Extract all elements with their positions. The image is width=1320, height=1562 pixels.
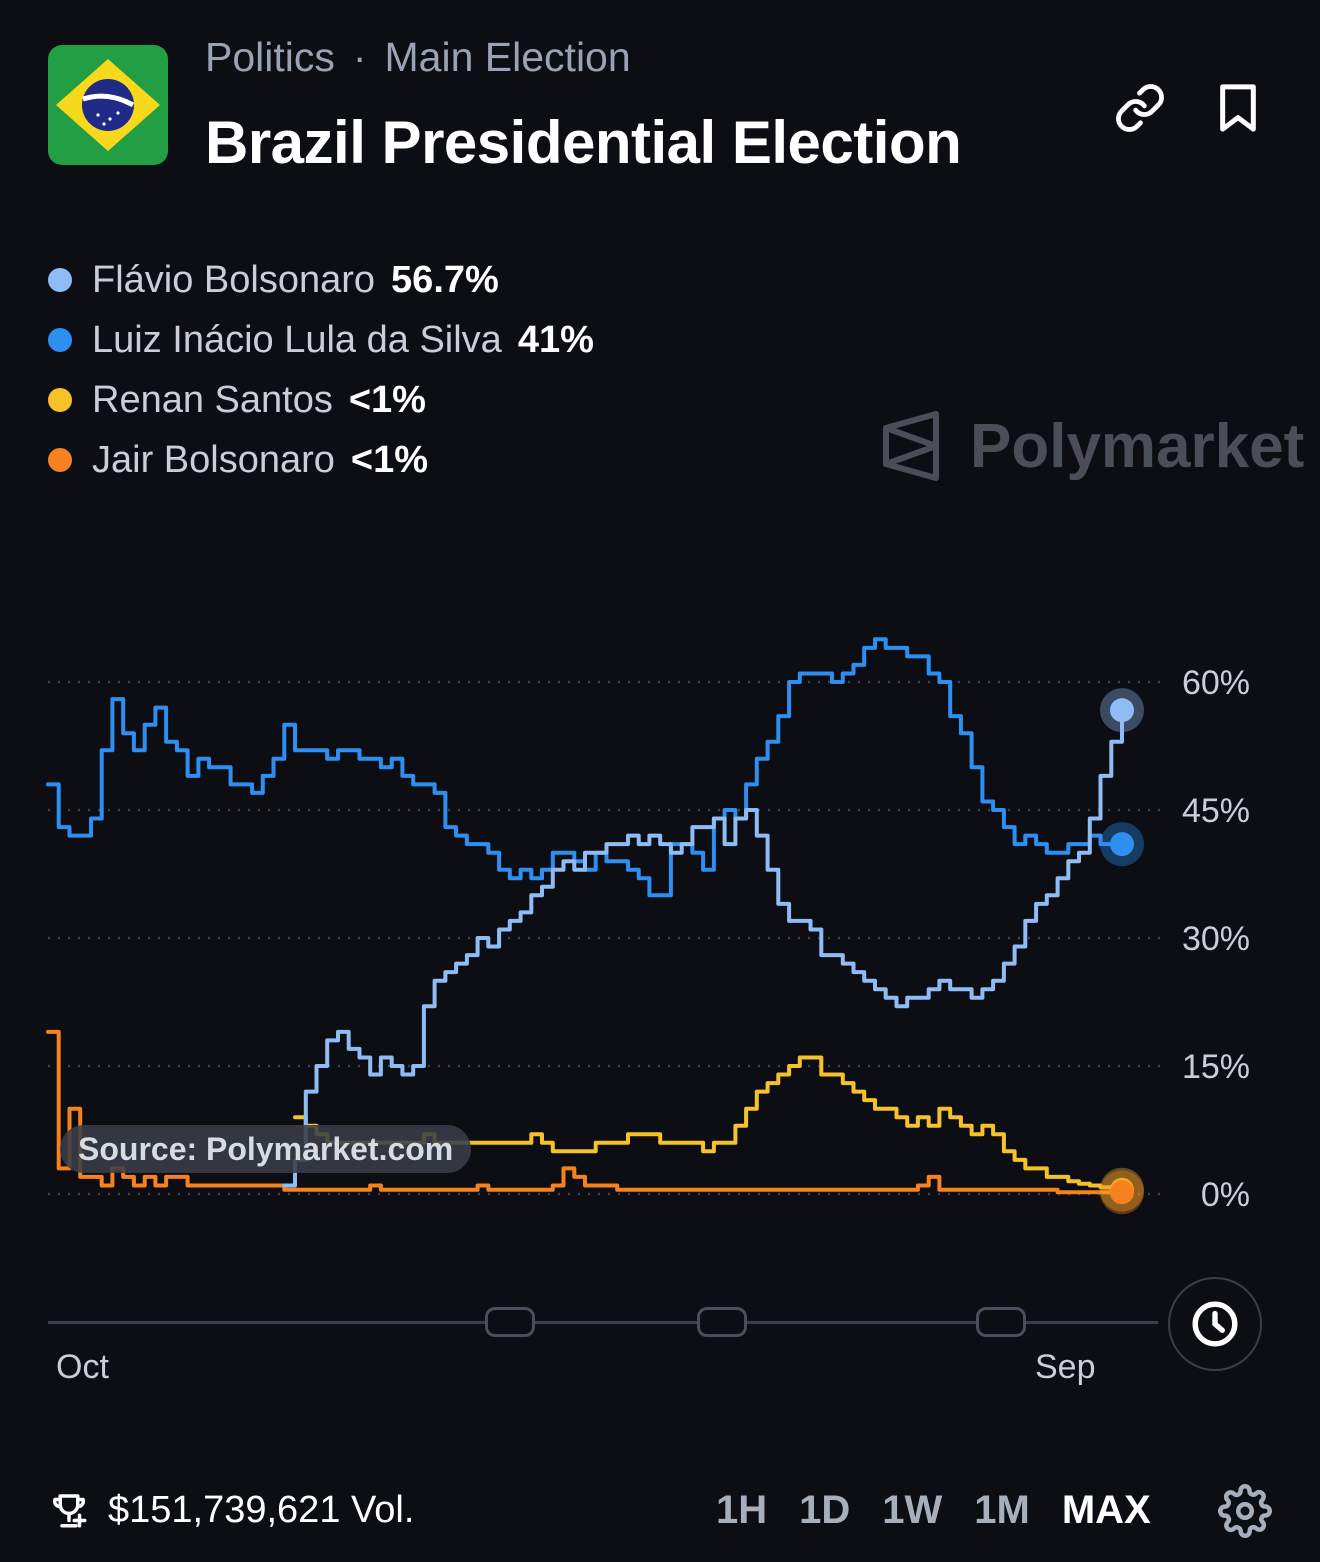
range-1w-button[interactable]: 1W xyxy=(882,1487,943,1532)
breadcrumb-separator: · xyxy=(352,34,367,80)
y-tick-label: 60% xyxy=(1182,664,1250,702)
series-line xyxy=(46,1029,1124,1195)
time-range-selector: 1H 1D 1W 1M MAX xyxy=(700,1478,1167,1542)
brazil-flag-icon xyxy=(48,45,168,165)
chart-legend: Flávio Bolsonaro 56.7% Luiz Inácio Lula … xyxy=(48,250,594,490)
x-axis-start-label: Oct xyxy=(56,1348,109,1386)
polymarket-watermark: Polymarket xyxy=(880,410,1304,482)
range-slider-track[interactable] xyxy=(48,1321,1158,1324)
legend-value: <1% xyxy=(348,378,426,421)
footer-bar: $151,739,621 Vol. 1H 1D 1W 1M MAX xyxy=(0,1478,1320,1542)
legend-value: 41% xyxy=(517,318,594,361)
y-tick-label: 0% xyxy=(1201,1176,1250,1214)
legend-item: Jair Bolsonaro <1% xyxy=(48,430,594,490)
link-icon xyxy=(1116,84,1164,132)
volume-info: $151,739,621 Vol. xyxy=(48,1478,414,1542)
legend-name: Renan Santos xyxy=(92,378,333,421)
legend-dot xyxy=(48,448,72,472)
history-button[interactable] xyxy=(1168,1277,1262,1371)
settings-button[interactable] xyxy=(1218,1484,1272,1538)
breadcrumb: Politics · Main Election xyxy=(205,34,631,81)
volume-text: $151,739,621 Vol. xyxy=(108,1488,415,1531)
price-chart[interactable]: 0% 15% 30% 45% 60% xyxy=(0,560,1320,1260)
watermark-text: Polymarket xyxy=(970,411,1305,481)
legend-name: Jair Bolsonaro xyxy=(92,438,335,481)
y-tick-label: 45% xyxy=(1182,792,1250,830)
legend-value: 56.7% xyxy=(391,258,499,301)
gear-icon xyxy=(1218,1484,1272,1538)
endpoint-marker xyxy=(1110,1180,1134,1205)
polymarket-logo-icon xyxy=(883,411,939,481)
legend-item: Renan Santos <1% xyxy=(48,370,594,430)
page-title: Brazil Presidential Election xyxy=(205,109,962,176)
legend-item: Flávio Bolsonaro 56.7% xyxy=(48,250,594,310)
source-badge: Source: Polymarket.com xyxy=(60,1125,472,1173)
range-1h-button[interactable]: 1H xyxy=(716,1487,768,1532)
legend-value: <1% xyxy=(350,438,429,481)
slider-handle[interactable] xyxy=(697,1307,747,1337)
breadcrumb-subcategory[interactable]: Main Election xyxy=(384,34,631,80)
range-max-button[interactable]: MAX xyxy=(1061,1487,1151,1532)
bookmark-button[interactable] xyxy=(1208,78,1268,138)
y-tick-label: 15% xyxy=(1182,1048,1250,1086)
y-tick-label: 30% xyxy=(1182,920,1250,958)
clock-icon xyxy=(1192,1301,1238,1347)
range-1d-button[interactable]: 1D xyxy=(799,1487,851,1532)
x-axis-end-label: Sep xyxy=(1035,1348,1096,1386)
series-line xyxy=(282,708,1124,1188)
endpoint-marker xyxy=(1110,698,1134,723)
legend-dot xyxy=(48,328,72,352)
link-button[interactable] xyxy=(1110,78,1170,138)
legend-item: Luiz Inácio Lula da Silva 41% xyxy=(48,310,594,370)
endpoint-marker xyxy=(1110,832,1134,857)
legend-dot xyxy=(48,268,72,292)
slider-handle[interactable] xyxy=(976,1307,1026,1337)
slider-handle[interactable] xyxy=(485,1307,535,1337)
range-1m-button[interactable]: 1M xyxy=(974,1487,1030,1532)
trophy-icon xyxy=(52,1494,87,1528)
legend-name: Luiz Inácio Lula da Silva xyxy=(92,318,502,361)
breadcrumb-category[interactable]: Politics xyxy=(205,34,335,80)
legend-dot xyxy=(48,388,72,412)
bookmark-icon xyxy=(1220,84,1256,132)
legend-name: Flávio Bolsonaro xyxy=(92,258,376,301)
